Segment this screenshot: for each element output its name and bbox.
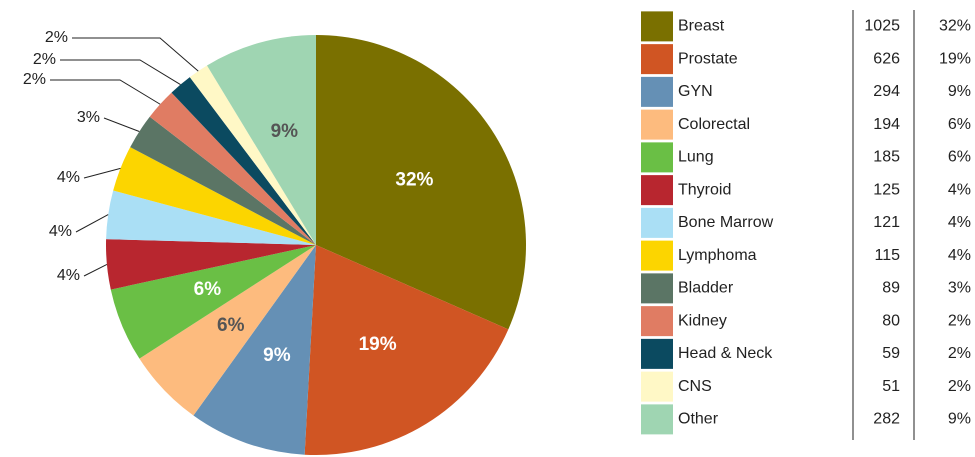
legend-swatch [641,306,673,337]
legend-swatch [641,240,673,271]
table-count: 626 [873,50,900,67]
table-count: 1025 [864,18,900,35]
legend-label: Lymphoma [678,247,757,264]
slice-label: 32% [395,170,433,191]
pie-slice [304,245,509,456]
slice-label: 9% [271,121,299,142]
pie-slice [110,245,316,359]
table-count: 294 [873,83,900,100]
table-count: 115 [874,247,900,264]
slice-label: 2% [23,71,46,88]
leader-line [75,214,109,233]
table-percent: 3% [948,280,971,297]
table-count: 51 [882,378,900,395]
pie-slice [149,92,316,246]
legend-label: Thyroid [678,181,731,198]
table-count: 125 [873,181,900,198]
legend-swatch [641,44,673,75]
slice-label: 2% [33,51,56,68]
table-percent: 4% [948,181,971,198]
slice-label: 9% [263,345,291,366]
pie-slice [189,65,316,246]
legend-label: GYN [678,83,713,100]
slice-label: 19% [359,334,397,355]
legend-label: CNS [678,378,712,395]
legend-swatch [641,404,673,435]
slice-label: 4% [57,169,80,186]
legend-label: Kidney [678,312,727,329]
table-percent: 32% [939,18,971,35]
table-count: 194 [873,116,900,133]
table-percent: 19% [939,50,971,67]
pie-slice [316,35,526,330]
legend-label: Bone Marrow [678,214,774,231]
legend-swatch [641,175,673,206]
pie-slice [106,190,317,245]
leader-line [103,117,140,132]
legend-label: Breast [678,18,725,35]
table-percent: 2% [948,312,971,329]
pie-slice [171,77,316,245]
pie-slice [139,245,316,416]
table-count: 282 [873,411,900,428]
leader-line [83,264,108,277]
legend-swatch [641,371,673,402]
table-percent: 6% [948,116,971,133]
table-count: 121 [873,214,900,231]
table-count: 185 [873,149,900,166]
legend-swatch [641,142,673,173]
leader-line [83,167,121,179]
legend-swatch [641,273,673,304]
legend-label: Colorectal [678,116,750,133]
table-percent: 6% [948,149,971,166]
legend-swatch [641,76,673,107]
slice-label: 2% [45,29,68,46]
slice-label: 4% [49,223,72,240]
table-percent: 4% [948,247,971,264]
legend-label: Prostate [678,50,738,67]
legend-swatch [641,109,673,140]
legend-swatch [641,11,673,42]
slice-label: 4% [57,267,80,284]
table-percent: 2% [948,345,971,362]
table-percent: 2% [948,378,971,395]
legend-swatch [641,338,673,369]
legend-label: Other [678,411,719,428]
leader-line [60,59,181,86]
legend-label: Bladder [678,280,734,297]
table-count: 89 [882,280,900,297]
table-count: 59 [882,345,900,362]
slice-label: 3% [77,109,100,126]
table-percent: 9% [948,83,971,100]
leader-line [50,79,161,105]
leader-line [72,37,199,72]
legend-label: Head & Neck [678,345,773,362]
table-percent: 9% [948,411,971,428]
pie-slice [130,116,316,245]
legend-swatch [641,207,673,238]
pie-slice [105,239,316,290]
pie-slice [113,147,316,245]
slice-label: 6% [194,279,222,300]
slice-label: 6% [217,315,245,336]
pie-slice [206,35,316,245]
pie-slice [193,245,316,455]
legend-label: Lung [678,149,714,166]
table-percent: 4% [948,214,971,231]
table-count: 80 [882,312,900,329]
